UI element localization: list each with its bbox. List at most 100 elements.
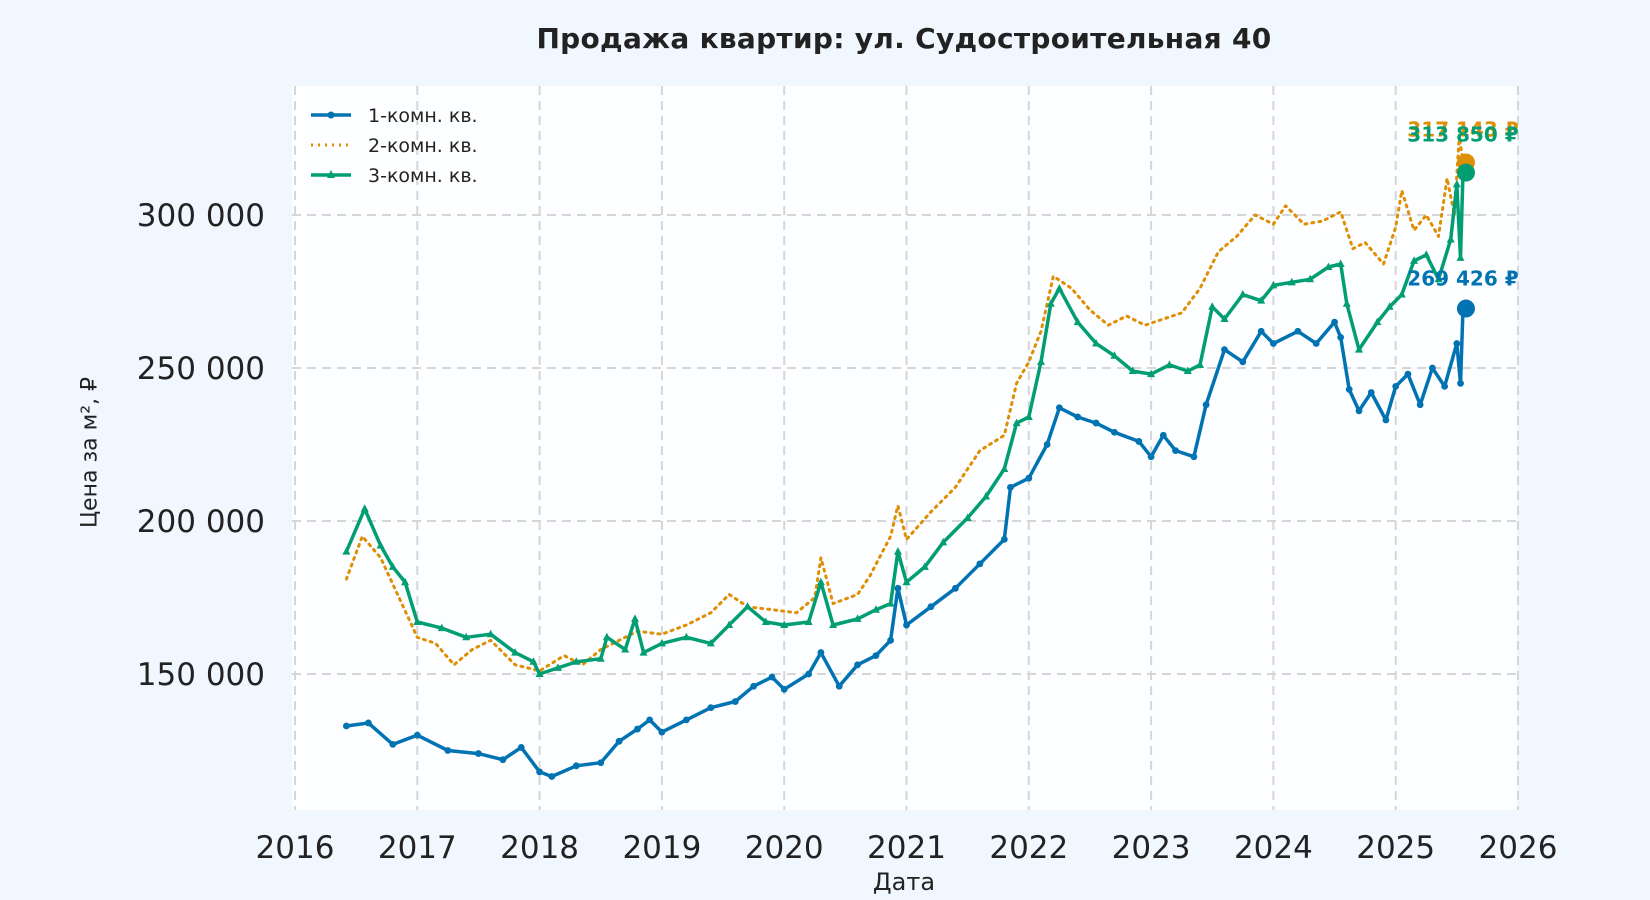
end-value-label: 317 143 ₽ (1407, 118, 1518, 142)
series-point (872, 652, 880, 660)
series-point (360, 504, 369, 512)
series-point (1397, 290, 1406, 298)
series-point (1147, 453, 1155, 461)
x-tick-label: 2026 (1479, 830, 1558, 866)
series-point (1382, 416, 1390, 424)
series-point (1257, 327, 1265, 335)
x-axis-label: Дата (872, 868, 936, 896)
series-point (1373, 317, 1382, 326)
series-point (1355, 345, 1364, 353)
series-point (657, 638, 666, 647)
series-point (903, 621, 910, 629)
series-point (1012, 418, 1021, 427)
series-point (596, 654, 605, 662)
series-point (475, 750, 482, 757)
series-line (344, 133, 1465, 673)
series-point (1342, 299, 1351, 307)
series-point (1456, 253, 1465, 261)
series-point (706, 638, 715, 647)
series-point (499, 756, 507, 764)
series-point (981, 492, 990, 500)
series-point (1055, 404, 1063, 412)
y-tick-label: 250 000 (137, 351, 265, 387)
series-point (553, 663, 562, 671)
series-point (342, 547, 351, 555)
series-point (389, 740, 397, 748)
series-point (725, 620, 734, 629)
series-point (615, 737, 623, 745)
series-point (1269, 280, 1278, 289)
series-point (1270, 340, 1277, 347)
series-point (835, 682, 843, 690)
series-point (1434, 274, 1443, 283)
series-point (887, 636, 895, 644)
legend-marker (327, 111, 335, 119)
series-point (853, 614, 862, 622)
series-point (1345, 386, 1353, 393)
series-point (1422, 250, 1431, 258)
series-point (893, 547, 902, 555)
series-point (1312, 340, 1320, 347)
series-point (1221, 346, 1228, 354)
end-value-label: 313 850 ₽ (1407, 123, 1518, 147)
series-point (548, 773, 556, 780)
series-point (854, 661, 861, 669)
series-point (927, 603, 935, 611)
series-point (1024, 412, 1033, 420)
series-point (1337, 334, 1345, 341)
series-point (682, 632, 691, 641)
series-point (976, 560, 984, 568)
series-point (536, 768, 543, 776)
series-point (707, 704, 715, 712)
series-point (621, 645, 630, 653)
x-tick-label: 2022 (989, 830, 1068, 866)
x-tick-label: 2023 (1112, 830, 1191, 866)
series-point (1257, 296, 1266, 304)
series-point (1147, 369, 1156, 378)
legend-label: 2-комн. кв. (368, 135, 478, 157)
series-point (634, 725, 641, 733)
series-point (1037, 357, 1046, 365)
series-point (939, 537, 948, 546)
x-tick-label: 2020 (745, 830, 824, 866)
series-point (1110, 351, 1119, 359)
series-point (1294, 327, 1302, 335)
series-point (1165, 360, 1174, 368)
y-tick-label: 150 000 (137, 657, 265, 693)
series-point (1428, 364, 1436, 372)
series-point (1046, 299, 1055, 307)
series-point (817, 649, 825, 656)
series-point (1331, 318, 1338, 326)
series-point (952, 584, 959, 592)
series-point (805, 670, 813, 678)
x-tick-label: 2019 (622, 830, 701, 866)
series-point (597, 759, 605, 767)
series-point (1000, 464, 1009, 472)
series-point (1073, 317, 1082, 326)
series-point (1239, 358, 1247, 366)
series-point (535, 669, 544, 677)
series-point (1452, 179, 1461, 188)
series-point (1007, 483, 1014, 491)
series-point (630, 614, 639, 622)
series-point (413, 731, 421, 739)
series-point (768, 673, 776, 681)
x-tick-label: 2024 (1234, 830, 1313, 866)
series-point (816, 577, 825, 586)
series-point (1385, 302, 1394, 310)
y-tick-label: 200 000 (137, 504, 265, 540)
series-point (1355, 407, 1363, 415)
series-point (780, 620, 789, 629)
x-tick-label: 2018 (500, 830, 579, 866)
series-point (1416, 401, 1424, 409)
series-point (1336, 259, 1345, 267)
end-marker (1456, 299, 1475, 318)
series-point (646, 716, 654, 724)
x-tick-label: 2017 (378, 830, 457, 866)
grid-lines (292, 86, 1519, 810)
series-point (682, 716, 690, 724)
series-point (1055, 283, 1064, 292)
series-point (1238, 290, 1247, 298)
series-point (731, 698, 739, 705)
